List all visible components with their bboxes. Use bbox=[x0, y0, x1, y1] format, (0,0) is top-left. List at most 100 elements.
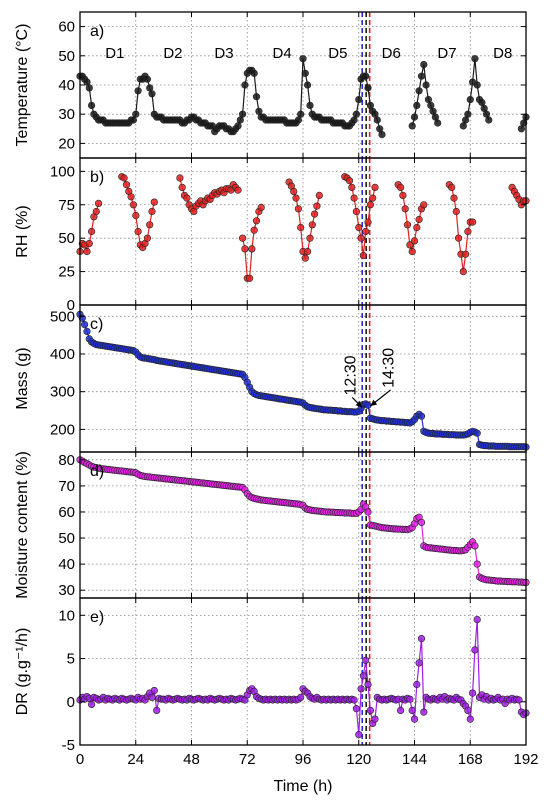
data-point-e bbox=[415, 659, 423, 667]
data-point-b bbox=[132, 211, 140, 220]
data-point-e bbox=[466, 715, 474, 723]
data-point-e bbox=[406, 695, 414, 703]
data-point-a bbox=[352, 110, 361, 118]
data-point-b bbox=[122, 181, 131, 189]
data-point-e bbox=[87, 700, 96, 709]
data-point-b bbox=[401, 205, 409, 213]
data-point-b bbox=[306, 234, 314, 242]
data-point-a bbox=[250, 69, 258, 77]
data-point-a bbox=[143, 75, 151, 83]
data-point-b bbox=[455, 234, 463, 242]
data-point-e bbox=[357, 685, 365, 693]
data-point-a bbox=[241, 81, 249, 89]
data-point-a bbox=[378, 131, 386, 139]
data-point-a bbox=[415, 87, 423, 95]
data-point-b bbox=[462, 250, 470, 258]
data-point-a bbox=[87, 101, 96, 109]
data-point-a bbox=[301, 69, 309, 77]
data-point-e bbox=[355, 730, 363, 739]
data-point-a bbox=[304, 81, 312, 89]
data-point-e bbox=[408, 706, 416, 715]
y-tick-label: 30 bbox=[58, 582, 75, 599]
data-point-b bbox=[120, 174, 128, 182]
x-tick-label: 168 bbox=[458, 751, 483, 768]
data-point-e bbox=[515, 696, 523, 704]
data-point-b bbox=[452, 207, 460, 216]
data-point-e bbox=[417, 634, 426, 643]
data-point-a bbox=[85, 84, 93, 92]
data-point-b bbox=[83, 247, 91, 256]
data-point-b bbox=[357, 234, 365, 242]
data-point-a bbox=[355, 95, 363, 104]
data-point-b bbox=[352, 207, 361, 216]
data-point-e bbox=[362, 656, 370, 664]
data-point-b bbox=[250, 226, 258, 234]
day-label: D8 bbox=[493, 45, 512, 62]
data-point-e bbox=[464, 706, 472, 715]
y-tick-label: 200 bbox=[50, 421, 75, 438]
y-tick-label: 50 bbox=[58, 230, 75, 247]
data-point-a bbox=[306, 101, 314, 109]
data-point-e bbox=[297, 693, 305, 702]
y-tick-label: -5 bbox=[62, 737, 75, 754]
data-point-b bbox=[345, 177, 354, 185]
data-point-a bbox=[473, 81, 481, 89]
x-tick-label: 120 bbox=[346, 751, 371, 768]
x-tick-label: 144 bbox=[402, 751, 427, 768]
data-point-b bbox=[362, 227, 370, 236]
y-tick-label: 40 bbox=[58, 77, 75, 94]
y-tick-label: 5 bbox=[67, 651, 75, 668]
data-point-a bbox=[364, 84, 372, 92]
y-tick-label: 75 bbox=[58, 197, 75, 214]
data-point-b bbox=[248, 245, 256, 253]
day-label: D7 bbox=[437, 45, 456, 62]
y-axis-title-e: DR (g.g⁻¹/h) bbox=[14, 628, 31, 716]
data-point-b bbox=[239, 234, 247, 242]
data-point-a bbox=[373, 116, 381, 124]
data-point-e bbox=[420, 708, 428, 716]
day-label: D2 bbox=[163, 45, 182, 62]
y-tick-label: 60 bbox=[58, 504, 75, 521]
y-tick-label: 80 bbox=[58, 452, 75, 469]
data-point-b bbox=[290, 187, 298, 195]
panel-label-d: d) bbox=[90, 463, 104, 480]
annotation-arrowhead bbox=[355, 400, 363, 408]
data-point-a bbox=[434, 119, 442, 127]
day-label: D4 bbox=[273, 45, 292, 62]
data-point-d bbox=[417, 518, 426, 527]
data-point-e bbox=[371, 715, 379, 723]
time-annotation: 12:30 bbox=[342, 355, 359, 395]
data-point-b bbox=[469, 218, 477, 226]
data-point-b bbox=[350, 194, 358, 202]
data-point-b bbox=[313, 202, 321, 210]
data-point-b bbox=[355, 223, 363, 232]
data-point-d bbox=[473, 560, 481, 568]
data-point-a bbox=[466, 95, 474, 104]
data-point-a bbox=[420, 60, 428, 69]
data-point-b bbox=[183, 194, 191, 202]
data-point-b bbox=[85, 239, 93, 248]
x-tick-label: 24 bbox=[127, 751, 144, 768]
y-tick-label: 100 bbox=[50, 163, 75, 180]
data-point-e bbox=[473, 615, 481, 624]
data-point-e bbox=[364, 680, 372, 689]
data-point-b bbox=[371, 183, 379, 191]
data-point-e bbox=[352, 705, 361, 713]
data-point-a bbox=[134, 87, 142, 95]
data-point-b bbox=[304, 247, 312, 256]
data-point-e bbox=[153, 706, 161, 715]
data-point-b bbox=[241, 245, 249, 253]
x-axis-title: Time (h) bbox=[274, 778, 333, 795]
data-point-e bbox=[359, 672, 368, 680]
y-tick-label: 10 bbox=[58, 607, 75, 624]
time-annotation: 14:30 bbox=[381, 348, 398, 388]
y-axis-title-d: Moisture content (%) bbox=[14, 451, 31, 599]
data-point-a bbox=[362, 72, 370, 80]
data-point-b bbox=[364, 218, 372, 226]
y-tick-label: 60 bbox=[58, 19, 75, 36]
data-point-e bbox=[350, 696, 358, 704]
day-label: D6 bbox=[382, 45, 401, 62]
data-point-b bbox=[246, 274, 254, 282]
data-point-b bbox=[92, 207, 100, 216]
